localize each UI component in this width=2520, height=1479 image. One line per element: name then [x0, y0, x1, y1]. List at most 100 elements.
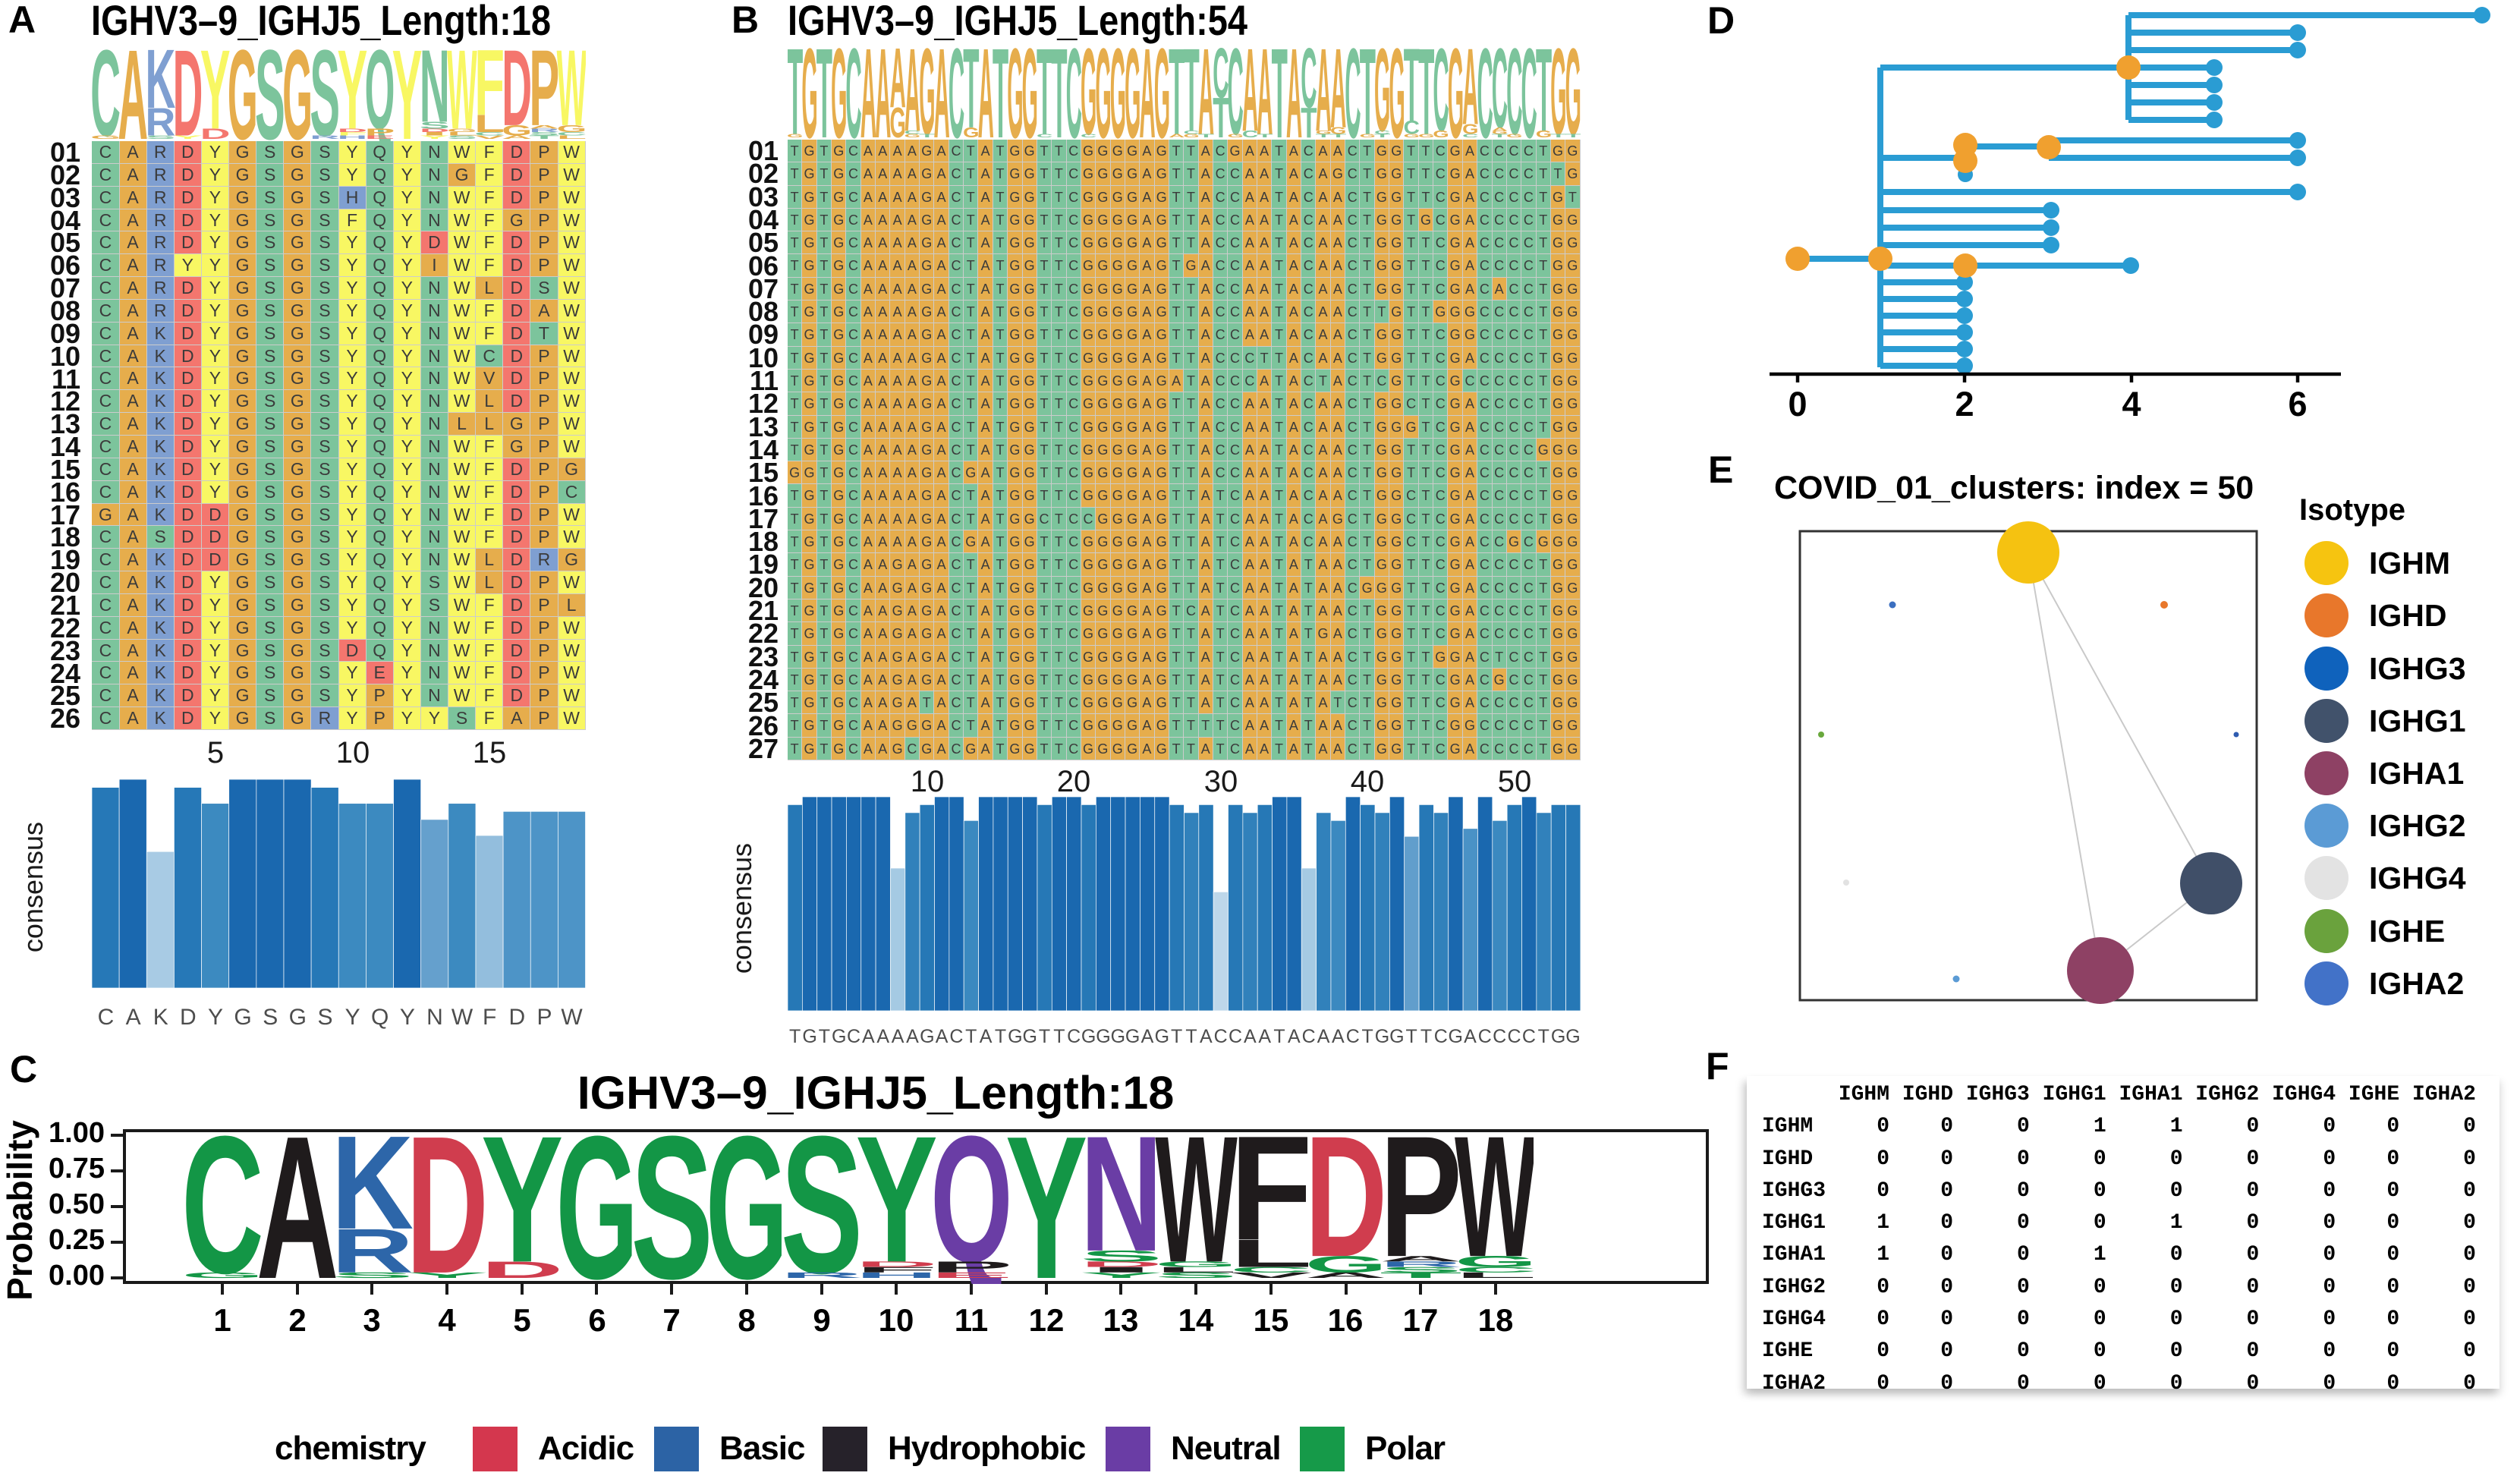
svg-text:C: C: [185, 1135, 264, 1284]
svg-text:G: G: [801, 48, 817, 143]
svg-text:Y: Y: [855, 1135, 938, 1284]
svg-text:F: F: [1230, 1135, 1313, 1271]
svg-text:A: A: [1304, 1272, 1393, 1280]
svg-text:D: D: [406, 1135, 489, 1284]
svg-text:C: C: [1081, 134, 1099, 139]
svg-text:T: T: [919, 134, 936, 139]
svg-text:D: D: [200, 126, 231, 143]
svg-text:C: C: [1242, 129, 1258, 140]
svg-text:W: W: [447, 47, 477, 145]
svg-text:I: I: [420, 132, 453, 137]
svg-text:C: C: [1477, 48, 1493, 143]
svg-text:H: H: [338, 135, 370, 140]
svg-text:C: C: [1433, 48, 1449, 143]
svg-text:G: G: [904, 134, 921, 139]
svg-text:A: A: [1242, 48, 1258, 143]
svg-text:G: G: [1506, 134, 1523, 139]
svg-text:T: T: [1492, 134, 1509, 139]
svg-text:T: T: [1272, 48, 1288, 143]
svg-text:G: G: [1418, 134, 1435, 139]
svg-text:G: G: [1455, 1254, 1534, 1271]
svg-text:A: A: [1492, 127, 1510, 132]
svg-text:D: D: [173, 47, 203, 145]
svg-text:Q: Q: [930, 1135, 1013, 1284]
svg-text:C: C: [557, 132, 586, 137]
svg-text:G: G: [706, 1135, 788, 1284]
svg-text:G: G: [1550, 48, 1566, 143]
svg-text:F: F: [475, 47, 505, 135]
svg-text:G: G: [1374, 48, 1390, 143]
svg-text:P: P: [365, 127, 396, 138]
svg-text:G: G: [1095, 48, 1111, 143]
svg-text:C: C: [1492, 48, 1508, 143]
svg-text:G: G: [788, 134, 804, 139]
svg-text:L: L: [557, 135, 586, 140]
svg-text:R: R: [530, 128, 562, 134]
svg-text:E: E: [365, 135, 400, 140]
svg-text:C: C: [1301, 48, 1317, 126]
svg-text:D: D: [502, 47, 533, 145]
svg-text:A: A: [978, 48, 994, 143]
svg-text:G: G: [228, 47, 258, 145]
svg-text:Y: Y: [338, 47, 368, 145]
svg-text:T: T: [1316, 134, 1333, 139]
svg-text:A: A: [1198, 48, 1214, 143]
svg-text:R: R: [310, 135, 342, 140]
svg-text:P: P: [1380, 1135, 1462, 1284]
svg-text:G: G: [1304, 1251, 1387, 1278]
svg-text:H: H: [855, 1272, 938, 1280]
svg-text:G: G: [555, 1135, 638, 1284]
svg-text:C: C: [1404, 118, 1420, 139]
svg-text:T: T: [1257, 134, 1274, 139]
svg-text:T: T: [1374, 134, 1392, 139]
svg-text:I: I: [1080, 1267, 1166, 1275]
svg-text:D: D: [338, 128, 370, 134]
svg-text:T: T: [1565, 134, 1581, 139]
svg-text:T: T: [788, 48, 803, 143]
svg-text:L: L: [475, 110, 505, 137]
svg-text:Y: Y: [1005, 1135, 1087, 1284]
svg-text:G: G: [1316, 131, 1332, 136]
svg-text:G: G: [1110, 48, 1126, 143]
svg-text:G: G: [1330, 126, 1346, 137]
svg-text:C: C: [845, 48, 861, 143]
svg-text:D: D: [1304, 1135, 1387, 1284]
svg-text:A: A: [875, 48, 891, 143]
svg-text:S: S: [146, 135, 181, 140]
svg-text:T: T: [1380, 1272, 1471, 1280]
svg-text:A: A: [502, 135, 534, 140]
svg-text:A: A: [1257, 48, 1273, 143]
svg-text:S: S: [1380, 1267, 1464, 1275]
svg-text:Q: Q: [365, 47, 395, 145]
svg-text:Y: Y: [1080, 1272, 1164, 1280]
svg-text:G: G: [1125, 48, 1140, 143]
svg-text:K: K: [146, 47, 176, 126]
svg-text:Y: Y: [173, 135, 208, 140]
svg-text:G: G: [1389, 48, 1405, 143]
svg-text:Y: Y: [406, 1272, 490, 1280]
svg-text:G: G: [1228, 134, 1244, 139]
svg-text:A: A: [118, 47, 149, 145]
svg-text:Y: Y: [392, 47, 423, 145]
svg-text:G: G: [1081, 48, 1096, 143]
svg-text:S: S: [331, 1272, 415, 1280]
svg-text:G: G: [502, 123, 533, 140]
svg-text:A: A: [1286, 48, 1302, 143]
svg-text:G: G: [1360, 134, 1376, 139]
svg-text:G: G: [1404, 134, 1420, 139]
svg-text:K: K: [331, 1135, 414, 1257]
svg-text:T: T: [1051, 48, 1067, 143]
svg-text:N: N: [420, 47, 450, 143]
svg-text:G: G: [831, 48, 847, 143]
svg-text:A: A: [1330, 48, 1346, 143]
svg-text:G: G: [1154, 48, 1170, 143]
svg-text:C: C: [1066, 48, 1082, 143]
svg-text:G: G: [1448, 48, 1464, 143]
svg-text:A: A: [1380, 1255, 1468, 1263]
svg-text:N: N: [1080, 1135, 1162, 1284]
svg-text:T: T: [1360, 48, 1376, 143]
svg-text:A: A: [860, 48, 876, 143]
svg-text:C: C: [1184, 131, 1202, 136]
svg-text:A: A: [1139, 48, 1155, 143]
svg-text:D: D: [481, 1257, 564, 1283]
